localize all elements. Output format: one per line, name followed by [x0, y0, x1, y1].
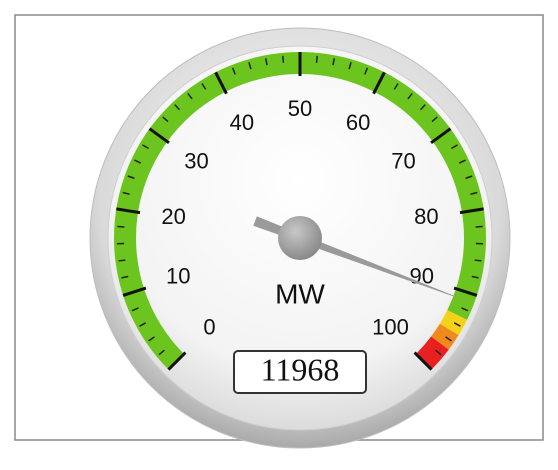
tick-label: 70	[391, 149, 415, 174]
needle-hub	[278, 216, 322, 260]
tick-label: 10	[166, 263, 190, 288]
gauge-chart: 0102030405060708090100 MW 11968	[0, 0, 558, 470]
minor-tick	[283, 56, 284, 63]
minor-tick	[118, 260, 125, 261]
tick-label: 0	[203, 314, 215, 339]
tick-label: 20	[161, 204, 185, 229]
tick-label: 40	[230, 110, 254, 135]
tick-label: 100	[372, 314, 409, 339]
readout: 11968	[261, 351, 340, 387]
tick-label: 30	[184, 149, 208, 174]
minor-tick	[475, 260, 482, 261]
unit-label: MW	[275, 278, 325, 309]
tick-label: 80	[414, 204, 438, 229]
page: 0102030405060708090100 MW 11968 (() => {…	[0, 0, 558, 470]
minor-tick	[317, 56, 318, 63]
tick-label: 60	[346, 110, 370, 135]
tick-label: 50	[288, 96, 312, 121]
